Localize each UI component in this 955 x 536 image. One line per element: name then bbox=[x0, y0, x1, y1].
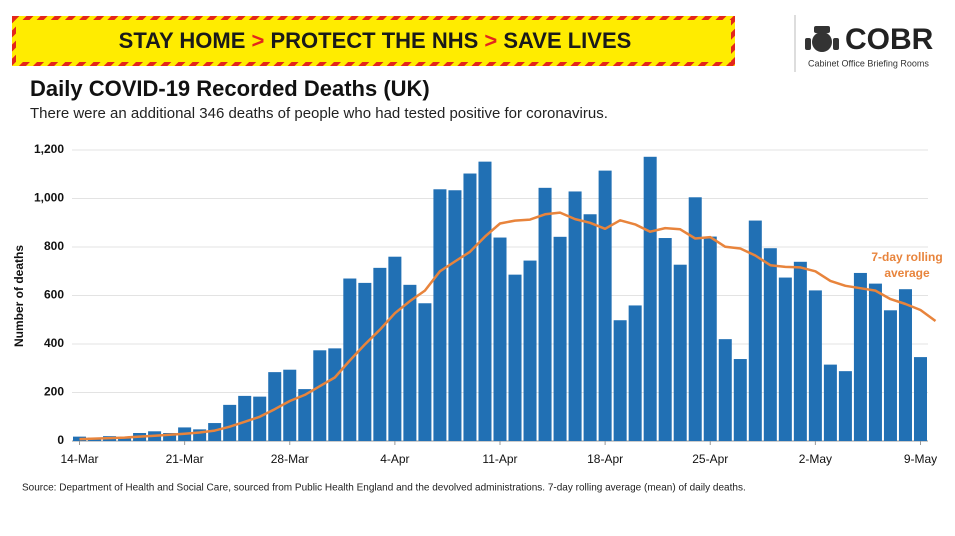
bar bbox=[268, 372, 282, 441]
y-tick-label: 400 bbox=[44, 336, 64, 350]
bar bbox=[883, 310, 897, 441]
chart-title: Daily COVID-19 Recorded Deaths (UK) bbox=[30, 76, 430, 101]
bar bbox=[688, 197, 702, 441]
bar bbox=[478, 161, 492, 441]
bar bbox=[448, 190, 462, 441]
bar bbox=[763, 248, 777, 441]
bar bbox=[628, 305, 642, 441]
bar bbox=[808, 290, 822, 441]
bar bbox=[643, 156, 657, 442]
bar bbox=[568, 191, 582, 441]
bar bbox=[298, 389, 312, 441]
banner-part: STAY HOME bbox=[119, 28, 246, 53]
x-tick-label: 4-Apr bbox=[380, 452, 409, 466]
source: Source: Department of Health and Social … bbox=[22, 483, 746, 494]
y-tick-label: 600 bbox=[44, 288, 64, 302]
x-tick-label: 21-Mar bbox=[166, 452, 204, 466]
banner-part: SAVE LIVES bbox=[503, 28, 631, 53]
x-tick-label: 11-Apr bbox=[482, 452, 517, 466]
bar bbox=[598, 170, 612, 442]
bar bbox=[868, 283, 882, 441]
bar bbox=[193, 429, 207, 441]
bar bbox=[658, 238, 672, 441]
banner-text: STAY HOME > PROTECT THE NHS > SAVE LIVES bbox=[119, 28, 632, 53]
bar bbox=[358, 282, 372, 441]
bar bbox=[748, 220, 762, 441]
bar bbox=[838, 371, 852, 441]
bar bbox=[313, 350, 327, 441]
bar bbox=[523, 260, 537, 441]
bar bbox=[613, 320, 627, 441]
y-tick-label: 800 bbox=[44, 239, 64, 253]
plot: 0 200 400 600 800 1,000 1,200 14-Mar 21-Mar 28-Ma… bbox=[34, 142, 943, 466]
bar bbox=[703, 236, 717, 441]
bar bbox=[403, 284, 417, 441]
bar bbox=[223, 404, 237, 441]
bar bbox=[208, 423, 222, 441]
x-tick-label: 18-Apr bbox=[587, 452, 623, 466]
rolling-average-line bbox=[79, 211, 937, 441]
logo-name: COBR bbox=[845, 23, 934, 56]
bar bbox=[118, 436, 132, 441]
chevron: > bbox=[478, 28, 503, 53]
crest bbox=[805, 26, 839, 52]
bar bbox=[373, 267, 387, 441]
bar bbox=[778, 277, 792, 441]
chart-subtitle: There were an additional 346 deaths of p… bbox=[30, 105, 608, 122]
bar bbox=[433, 189, 447, 441]
y-tick-label: 1,000 bbox=[34, 191, 64, 205]
annotation: 7-day rolling bbox=[871, 250, 942, 264]
bar bbox=[793, 261, 807, 441]
y-tick-label: 200 bbox=[44, 385, 64, 399]
x-tick-label: 14-Mar bbox=[61, 452, 99, 466]
annotation: average bbox=[884, 266, 930, 280]
x-tick-label: 28-Mar bbox=[271, 452, 309, 466]
x-tick-label: 2-May bbox=[799, 452, 832, 466]
bar bbox=[898, 289, 912, 441]
bar bbox=[253, 396, 267, 441]
y-tick-label: 0 bbox=[57, 433, 64, 447]
bar bbox=[388, 256, 402, 441]
bar bbox=[823, 364, 837, 441]
bar bbox=[538, 187, 552, 441]
y-axis-label: Number of deaths bbox=[12, 245, 26, 347]
bar bbox=[913, 357, 927, 441]
bar bbox=[463, 173, 477, 441]
bar bbox=[163, 432, 177, 441]
banner-part: PROTECT THE NHS bbox=[270, 28, 478, 53]
banner bbox=[16, 20, 731, 62]
bar bbox=[583, 214, 597, 441]
bar bbox=[718, 339, 732, 441]
bar bbox=[673, 264, 687, 441]
bar bbox=[328, 348, 342, 441]
bar bbox=[553, 236, 567, 441]
logo-subtitle: Cabinet Office Briefing Rooms bbox=[808, 58, 929, 68]
bar bbox=[493, 237, 507, 441]
bar bbox=[508, 274, 522, 441]
bar bbox=[283, 369, 297, 441]
bar bbox=[733, 359, 747, 441]
x-tick-label: 9-May bbox=[904, 452, 937, 466]
bar bbox=[238, 395, 252, 441]
bar bbox=[418, 303, 432, 441]
x-tick-label: 25-Apr bbox=[692, 452, 728, 466]
chevron: > bbox=[245, 28, 270, 53]
y-tick-label: 1,200 bbox=[34, 142, 64, 156]
bar bbox=[853, 272, 867, 441]
